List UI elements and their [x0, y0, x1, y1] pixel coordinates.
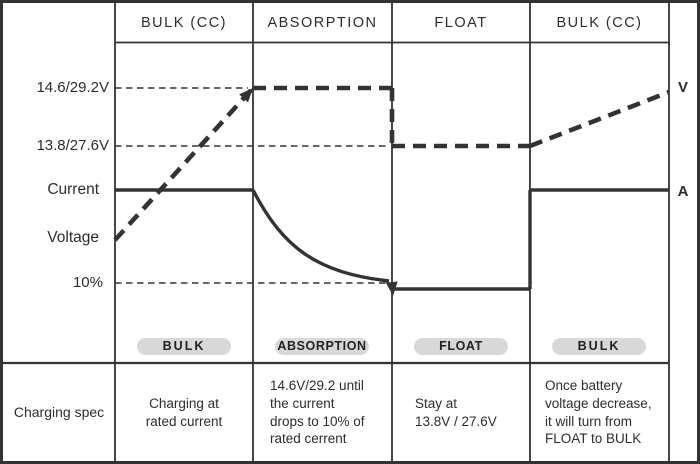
spec-cell-bulk-2: Once battery voltage decrease, it will t… [530, 364, 669, 461]
axis-label-voltage: Voltage [47, 229, 99, 246]
axis-label-ten-percent: 10% [72, 274, 103, 291]
spec-cell-bulk-2-text: Once battery voltage decrease, it will t… [545, 377, 652, 447]
current-series-segment-1 [251, 189, 390, 283]
spec-row-label: Charging spec [3, 364, 115, 461]
axis-label-v: V [677, 79, 688, 96]
voltage-arrowhead [239, 88, 253, 103]
stage-header-bulk-1: BULK (CC) [140, 15, 227, 31]
stage-header-float: FLOAT [434, 15, 488, 31]
stage-pill-absorption: ABSORPTION [275, 338, 369, 355]
axis-label-float-voltage: 13.8/27.6V [36, 137, 109, 154]
stage-pill-bulk-2: BULK [552, 338, 646, 355]
spec-cell-absorption: 14.6V/29.2 until the current drops to 10… [253, 364, 392, 461]
axis-label-absorption-voltage: 14.6/29.2V [36, 79, 109, 96]
voltage-series-segment-0 [113, 86, 255, 242]
voltage-series-segment-3 [529, 89, 670, 149]
stage-header-absorption: ABSORPTION [267, 15, 378, 31]
spec-cell-bulk-1-text: Charging at rated current [145, 395, 223, 429]
spec-row-label-text: Charging spec [13, 404, 105, 421]
spec-cell-absorption-text: 14.6V/29.2 until the current drops to 10… [270, 377, 365, 447]
spec-cell-float-text: Stay at 13.8V / 27.6V [415, 395, 497, 429]
spec-cell-float: Stay at 13.8V / 27.6V [392, 364, 530, 461]
spec-cell-bulk-1: Charging at rated current [115, 364, 253, 461]
axis-label-a: A [677, 183, 689, 200]
stage-pill-float: FLOAT [414, 338, 508, 355]
stage-header-bulk-2: BULK (CC) [556, 15, 643, 31]
axis-label-current: Current [47, 181, 99, 198]
stage-pill-bulk-1: BULK [137, 338, 231, 355]
